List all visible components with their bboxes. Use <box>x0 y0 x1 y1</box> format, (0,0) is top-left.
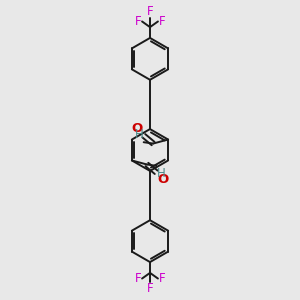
Text: F: F <box>135 272 141 285</box>
Text: O: O <box>132 122 143 135</box>
Text: F: F <box>159 15 165 28</box>
Text: F: F <box>159 272 165 285</box>
Text: F: F <box>147 5 153 18</box>
Text: F: F <box>147 282 153 295</box>
Text: H: H <box>134 128 143 141</box>
Text: H: H <box>157 167 166 180</box>
Text: F: F <box>135 15 141 28</box>
Text: O: O <box>157 173 168 186</box>
